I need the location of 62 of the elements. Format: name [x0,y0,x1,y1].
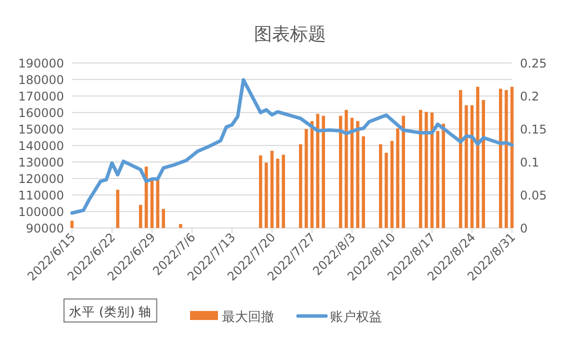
bar [402,116,406,228]
y-tick-label: 150000 [18,122,64,136]
bar [362,136,366,228]
bar [264,162,268,228]
y-tick-label: 90000 [26,222,64,236]
bar [498,88,502,228]
bar [510,86,514,228]
bar [156,180,160,228]
y2-tick-label: 0 [520,222,528,236]
bar [310,121,314,228]
bar [378,144,382,228]
bar [430,112,434,228]
bar [396,128,400,228]
y-tick-label: 110000 [18,188,64,202]
y-tick-label: 190000 [18,56,64,70]
bar [350,118,354,228]
y-tick-label: 180000 [18,73,64,87]
y-tick-label: 120000 [18,172,64,186]
bar [138,204,142,228]
bar [418,110,422,228]
bar [344,110,348,228]
y2-tick-label: 0.25 [520,56,547,70]
bar [116,190,120,228]
bar [504,90,508,228]
y2-tick-label: 0.15 [520,122,547,136]
bar [338,116,342,228]
bar [178,224,182,228]
bar [436,130,440,228]
bar [316,114,320,228]
bar [322,116,326,228]
chart-title: 图表标题 [254,24,326,45]
bar [470,105,474,228]
bar [270,150,274,228]
y-tick-label: 130000 [18,156,64,170]
y2-tick-label: 0.1 [520,156,540,170]
bar [390,140,394,228]
bar [464,105,468,228]
bar [482,100,486,228]
bar [356,121,360,228]
bar [304,129,308,228]
y2-tick-label: 0.05 [520,188,547,202]
bar [282,154,286,228]
bar [162,208,166,228]
bar [424,112,428,228]
bar [384,152,388,228]
bar [476,86,480,228]
legend-label: 最大回撤 [222,310,274,325]
bar [276,158,280,228]
bar [442,124,446,228]
bar [70,220,74,228]
bar [258,155,262,228]
bar [298,144,302,228]
y2-tick-label: 0.2 [520,90,540,104]
legend-label: 账户权益 [330,310,382,325]
bar [144,166,148,228]
y-tick-label: 160000 [18,106,64,120]
bar [458,90,462,228]
annotation: 水平 (类别) 轴 [64,298,158,322]
bar [150,180,154,228]
y-tick-label: 170000 [18,90,64,104]
y-tick-label: 140000 [18,139,64,153]
y-tick-label: 100000 [18,205,64,219]
